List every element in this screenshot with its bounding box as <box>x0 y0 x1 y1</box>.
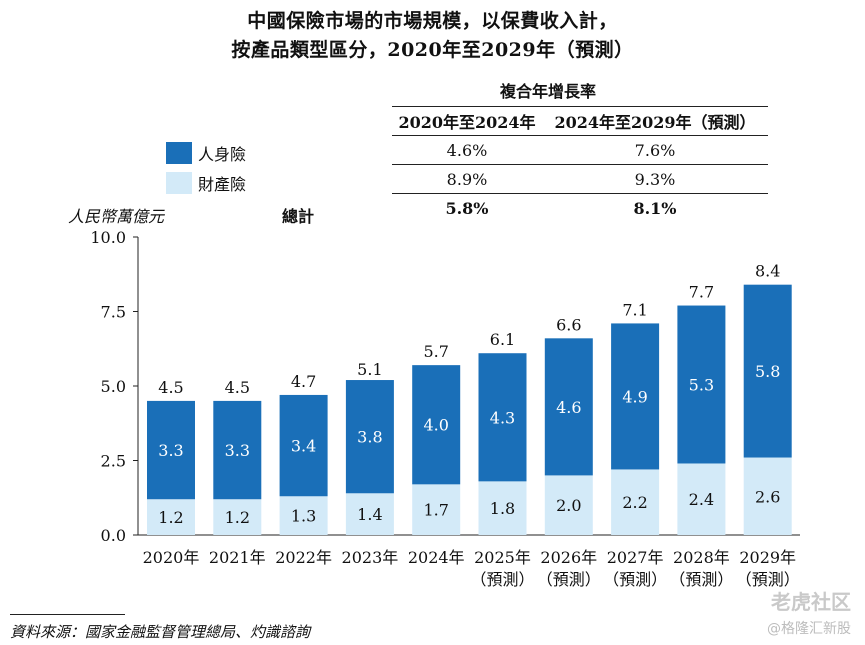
bar-segment-life <box>478 353 527 482</box>
x-category-label: 2024年 <box>408 548 465 567</box>
bar-segment-property <box>544 475 593 535</box>
bar-segment-property <box>743 457 792 535</box>
y-tick-label: 7.5 <box>101 303 126 322</box>
legend-label-property: 財產險 <box>198 175 247 194</box>
legend-label-life: 人身險 <box>198 145 247 164</box>
cagr-col-2024-2029: 2024年至2029年（預測） <box>542 106 768 136</box>
cagr-cell: 8.1% <box>633 198 677 218</box>
bar-segment-property <box>478 481 527 535</box>
bar-label-property: 1.2 <box>158 508 183 527</box>
x-category-label: 2025年 <box>474 548 531 567</box>
bar-total-label: 7.1 <box>622 300 647 319</box>
bar-label-life: 3.4 <box>291 437 316 456</box>
bar-segment-property <box>147 499 195 535</box>
cagr-row-life: 4.6% 7.6% <box>392 135 768 165</box>
watermark-main: 老虎社区 <box>771 590 851 614</box>
bar-label-property: 2.2 <box>622 493 647 512</box>
cagr-row-property: 8.9% 9.3% <box>392 164 768 194</box>
bar-label-property: 1.8 <box>490 499 515 518</box>
bar-segment-property <box>611 469 660 535</box>
legend-swatch-life <box>166 142 192 164</box>
bar-label-life: 5.8 <box>755 362 780 381</box>
x-category-label: 2020年 <box>143 548 200 567</box>
bar-segment-life <box>279 394 328 497</box>
y-tick-label: 10.0 <box>90 228 126 247</box>
cagr-cell: 5.8% <box>445 198 489 218</box>
chart-title-line2: 按產品類型區分，2020年至2029年（預測） <box>231 39 634 61</box>
bar-label-life: 3.8 <box>357 428 382 447</box>
bar-segment-life <box>544 338 593 476</box>
x-category-label: （預測） <box>537 570 601 589</box>
bar-label-life: 4.3 <box>490 408 515 427</box>
bar-total-label: 7.7 <box>689 283 714 302</box>
bar-segment-life <box>213 400 262 500</box>
bar-segment-property <box>279 496 328 535</box>
x-category-label: 2028年 <box>673 548 730 567</box>
cagr-cell: 9.3% <box>542 164 768 194</box>
y-tick-label: 2.5 <box>101 452 126 471</box>
bar-segment-life <box>345 380 394 494</box>
x-category-label: 2026年 <box>540 548 597 567</box>
legend-swatch-property <box>166 172 192 194</box>
bar-label-life: 4.0 <box>423 416 448 435</box>
bar-label-life: 4.9 <box>622 387 647 406</box>
bar-label-property: 1.7 <box>423 501 448 520</box>
cagr-cell: 7.6% <box>542 135 768 165</box>
bar-total-label: 4.5 <box>225 378 250 397</box>
cagr-table: 2020年至2024年 2024年至2029年（預測） 4.6% 7.6% 8.… <box>392 106 768 222</box>
bar-label-life: 5.3 <box>689 376 714 395</box>
bar-label-property: 1.3 <box>291 507 316 526</box>
bar-segment-life <box>677 305 726 464</box>
bar-label-property: 1.4 <box>357 505 382 524</box>
bar-label-life: 4.6 <box>556 398 581 417</box>
x-category-label: 2023年 <box>342 548 399 567</box>
cagr-header: 複合年增長率 <box>499 82 596 101</box>
cagr-row-total: 5.8% 8.1% <box>392 194 768 223</box>
x-category-label: 2021年 <box>209 548 266 567</box>
bar-total-label: 6.6 <box>556 315 581 334</box>
bar-segment-property <box>345 493 394 535</box>
bar-total-label: 5.7 <box>423 342 448 361</box>
bar-total-label: 8.4 <box>755 262 780 281</box>
bar-segment-property <box>412 484 461 535</box>
bar-label-life: 3.3 <box>225 441 250 460</box>
x-category-label: 2022年 <box>275 548 332 567</box>
legend-item-life: 人身險 <box>166 142 246 164</box>
cagr-total-label: 總計 <box>282 207 315 226</box>
source-note: 資料來源：國家金融監督管理總局、灼識諮詢 <box>10 623 311 641</box>
y-tick-label: 5.0 <box>101 377 126 396</box>
bar-segment-property <box>677 463 726 535</box>
x-category-label: 2029年 <box>739 548 796 567</box>
cagr-col-2020-2024: 2020年至2024年 <box>392 106 542 136</box>
y-tick-label: 0.0 <box>101 526 126 545</box>
bar-segment-life <box>147 400 195 500</box>
cagr-cell: 8.9% <box>392 164 542 194</box>
cagr-cell: 4.6% <box>392 135 542 165</box>
bar-segment-life <box>611 323 660 470</box>
bar-label-property: 2.6 <box>755 487 780 506</box>
bar-total-label: 6.1 <box>490 330 515 349</box>
bar-label-property: 2.0 <box>556 496 581 515</box>
y-axis-unit-label: 人民幣萬億元 <box>68 207 165 226</box>
bar-label-property: 1.2 <box>225 508 250 527</box>
source-divider <box>10 614 125 615</box>
bar-segment-life <box>412 365 461 485</box>
bar-segment-life <box>743 284 792 458</box>
x-category-label: （預測） <box>669 570 733 589</box>
bar-label-life: 3.3 <box>158 441 183 460</box>
bar-total-label: 4.5 <box>158 378 183 397</box>
legend-item-property: 財產險 <box>166 172 246 194</box>
bar-segment-property <box>213 499 262 535</box>
watermark-sub: @格隆汇新股 <box>767 621 851 637</box>
bar-label-property: 2.4 <box>689 490 714 509</box>
x-category-label: （預測） <box>603 570 667 589</box>
x-category-label: （預測） <box>470 570 534 589</box>
bar-total-label: 4.7 <box>291 372 316 391</box>
x-category-label: （預測） <box>736 570 800 589</box>
chart-title-line1: 中國保險市場的市場規模，以保費收入計， <box>247 10 618 32</box>
x-category-label: 2027年 <box>607 548 664 567</box>
bar-total-label: 5.1 <box>357 360 382 379</box>
